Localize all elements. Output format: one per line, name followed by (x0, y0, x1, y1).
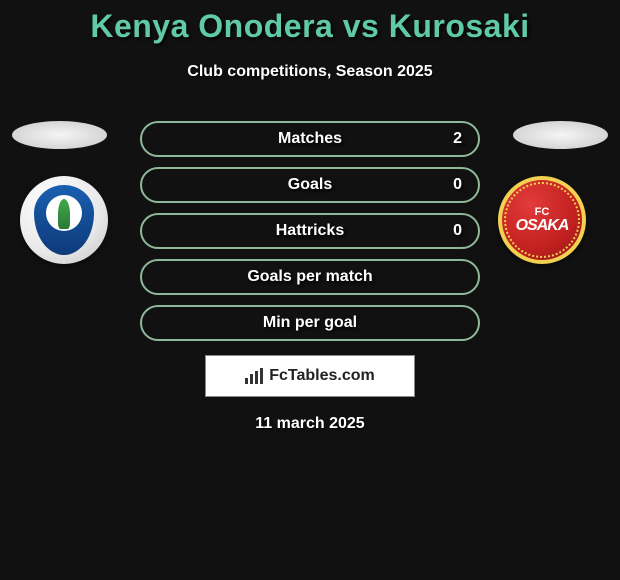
stat-label: Matches (278, 130, 342, 148)
club-badge-left (20, 176, 120, 266)
player-photo-left (12, 121, 107, 149)
brand-text: FcTables.com (269, 367, 375, 385)
content-area: FC OSAKA Matches 2 Goals 0 Hattricks 0 G… (0, 121, 620, 433)
page-title: Kenya Onodera vs Kurosaki (0, 0, 620, 45)
badge-osaka-text: OSAKA (516, 218, 569, 234)
stat-value: 0 (453, 222, 462, 240)
player-photo-right (513, 121, 608, 149)
stat-row-matches: Matches 2 (140, 121, 480, 157)
chart-icon (245, 368, 263, 384)
subtitle: Club competitions, Season 2025 (0, 63, 620, 81)
shield-icon (20, 176, 108, 264)
stat-row-min-per-goal: Min per goal (140, 305, 480, 341)
stat-row-goals-per-match: Goals per match (140, 259, 480, 295)
stat-value: 2 (453, 130, 462, 148)
stat-label: Hattricks (276, 222, 344, 240)
date-text: 11 march 2025 (0, 415, 620, 433)
club-badge-right: FC OSAKA (498, 176, 598, 266)
badge-fc-text: FC (516, 207, 569, 218)
stat-row-goals: Goals 0 (140, 167, 480, 203)
stats-container: Matches 2 Goals 0 Hattricks 0 Goals per … (140, 121, 480, 341)
brand-box[interactable]: FcTables.com (205, 355, 415, 397)
stat-label: Goals (288, 176, 332, 194)
stat-row-hattricks: Hattricks 0 (140, 213, 480, 249)
stat-value: 0 (453, 176, 462, 194)
stat-label: Min per goal (263, 314, 357, 332)
stat-label: Goals per match (247, 268, 372, 286)
emblem-icon: FC OSAKA (498, 176, 586, 264)
